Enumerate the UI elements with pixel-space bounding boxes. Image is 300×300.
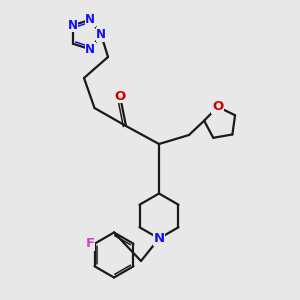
Text: F: F <box>85 237 94 250</box>
Text: N: N <box>68 19 78 32</box>
Text: N: N <box>85 43 95 56</box>
Text: O: O <box>212 100 223 113</box>
Text: O: O <box>114 89 126 103</box>
Text: N: N <box>85 13 95 26</box>
Text: N: N <box>96 28 106 41</box>
Text: N: N <box>153 232 165 245</box>
